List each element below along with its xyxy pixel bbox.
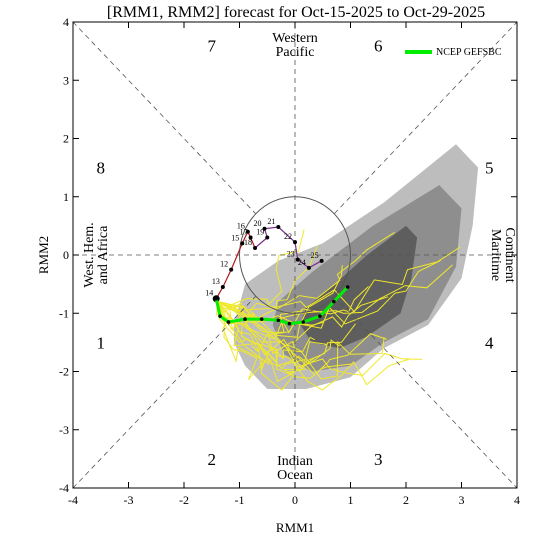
- y-tick-label: -4: [59, 481, 69, 495]
- observed-point: [248, 235, 253, 240]
- ensemble-member-line: [217, 265, 343, 343]
- x-tick-label: -1: [235, 493, 245, 507]
- observed-point: [240, 241, 245, 246]
- observed-point: [245, 229, 250, 234]
- forecast-mean-point: [318, 314, 322, 318]
- ensemble-member-line: [217, 264, 453, 324]
- y-tick-label: -3: [59, 423, 69, 437]
- observed-day-label: 12: [220, 260, 228, 269]
- region-label-west-hem-africa: and Africa: [96, 225, 111, 284]
- uncertainty-band-inner: [300, 225, 418, 349]
- x-tick-label: 3: [459, 493, 465, 507]
- ensemble-member-line: [217, 301, 328, 370]
- observed-day-label: 16: [237, 222, 245, 231]
- y-tick-label: 4: [63, 15, 69, 29]
- x-tick-label: -2: [179, 493, 189, 507]
- forecast-mean-point: [276, 318, 281, 323]
- y-tick-label: 2: [63, 132, 69, 146]
- observed-point: [319, 258, 324, 263]
- ensemble-member-line: [217, 301, 340, 367]
- x-tick-label: 2: [403, 493, 409, 507]
- region-label-indian-ocean: Indian: [277, 454, 313, 469]
- observed-day-label: 25: [311, 251, 319, 260]
- phase-number: 8: [97, 159, 106, 178]
- x-tick-label: 4: [514, 493, 520, 507]
- forecast-mean-point: [226, 320, 231, 324]
- region-label-western-pacific: Western: [272, 31, 318, 46]
- x-tick-label: -4: [68, 493, 78, 507]
- chart-title: [RMM1, RMM2] forecast for Oct-15-2025 to…: [107, 4, 485, 21]
- y-tick-label: -1: [59, 306, 69, 320]
- observed-point: [293, 240, 297, 245]
- y-tick-label: -2: [59, 365, 69, 379]
- region-label-maritime-continent: Continent: [502, 227, 517, 282]
- observed-day-label: 20: [253, 219, 261, 228]
- forecast-mean-point: [301, 320, 306, 324]
- observed-day-label: 23: [287, 250, 295, 259]
- legend-label: NCEP GEFSBC: [436, 47, 502, 58]
- legend: NCEP GEFSBC: [405, 47, 502, 58]
- forecast-mean-point: [332, 299, 336, 304]
- observed-day-label: 19: [256, 228, 264, 237]
- y-tick-label: 1: [63, 190, 69, 204]
- forecast-mean-point: [287, 321, 292, 326]
- unit-circle: [239, 196, 351, 314]
- phase-number: 5: [485, 159, 494, 178]
- region-label-west-hem-africa: West. Hem.: [82, 222, 97, 287]
- diagonal-guide: [72, 296, 256, 489]
- region-label-maritime-continent: Maritime: [488, 229, 503, 281]
- phase-number: 3: [374, 450, 383, 469]
- phase-number: 7: [208, 36, 217, 55]
- observed-point: [220, 285, 225, 290]
- ensemble-member-line: [216, 301, 387, 376]
- x-tick-label: 1: [348, 493, 354, 507]
- observed-day-label: 21: [267, 217, 275, 226]
- observed-point: [265, 235, 270, 240]
- diagonal-guide: [72, 21, 256, 214]
- phase-number: 2: [208, 450, 217, 469]
- y-axis-label: RMM2: [36, 236, 51, 274]
- observed-day-label: 18: [244, 238, 252, 247]
- observed-point: [253, 246, 258, 251]
- phase-number: 4: [485, 333, 494, 352]
- region-label-indian-ocean: Ocean: [277, 468, 313, 483]
- observed-day-label: 17: [240, 228, 248, 237]
- observed-point: [262, 226, 267, 231]
- forecast-mean-point: [218, 314, 222, 318]
- observed-point: [306, 265, 311, 270]
- ensemble-member-line: [216, 301, 410, 391]
- observed-point: [276, 225, 281, 230]
- observed-point: [295, 257, 300, 262]
- forecast-mean-point: [214, 296, 218, 301]
- observed-day-label: 15: [231, 233, 239, 242]
- region-label-western-pacific: Pacific: [276, 45, 315, 60]
- phase-number: 1: [97, 333, 106, 352]
- ensemble-member-line: [216, 301, 307, 383]
- forecast-mean-point: [345, 285, 350, 289]
- forecast-mean-point: [259, 317, 264, 321]
- x-tick-label: -3: [124, 493, 134, 507]
- ensemble-member-line: [217, 229, 305, 314]
- y-tick-label: 0: [63, 248, 69, 262]
- x-axis-label: RMM1: [276, 520, 314, 535]
- diagonal-guide: [334, 21, 518, 214]
- observed-day-label: 13: [212, 277, 220, 286]
- x-tick-label: 0: [292, 493, 298, 507]
- observed-point: [229, 267, 234, 272]
- phase-number: 6: [374, 36, 383, 55]
- y-tick-label: 3: [63, 73, 69, 87]
- observed-day-label: 14: [205, 289, 213, 298]
- forecast-mean-point: [243, 317, 247, 321]
- diagonal-guide: [334, 296, 518, 489]
- observed-day-label: 24: [298, 258, 306, 267]
- observed-day-label: 22: [284, 232, 292, 241]
